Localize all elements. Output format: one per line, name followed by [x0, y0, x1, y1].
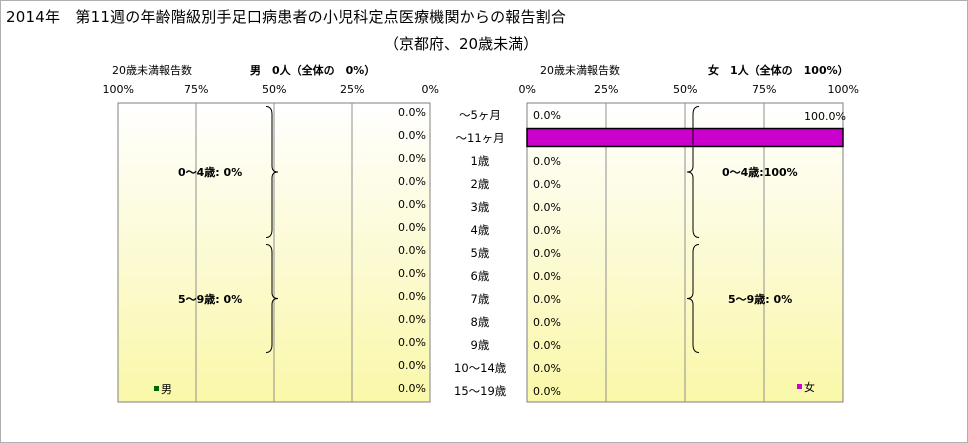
female-value-label: 0.0%	[533, 247, 561, 260]
category-label: 15～19歳	[454, 383, 507, 398]
female-legend-swatch	[797, 384, 802, 389]
category-label: 9歳	[470, 337, 490, 352]
male-summary-label: 5～9歳: 0%	[178, 292, 243, 306]
female-value-label: 0.0%	[533, 109, 561, 122]
male-value-label: 0.0%	[398, 336, 426, 349]
female-tick-label: 0%	[518, 82, 536, 96]
male-value-label: 0.0%	[398, 106, 426, 119]
male-tick-label: 0%	[421, 82, 439, 96]
category-label: 7歳	[470, 291, 490, 306]
female-value-label: 0.0%	[533, 201, 561, 214]
category-label: 4歳	[470, 222, 490, 237]
category-label: ～5ヶ月	[459, 107, 501, 122]
female-value-label: 0.0%	[533, 362, 561, 375]
male-value-label: 0.0%	[398, 198, 426, 211]
male-tick-label: 75%	[184, 82, 209, 96]
male-summary-label: 0～4歳: 0%	[178, 166, 243, 179]
male-tick-label: 100%	[102, 82, 134, 96]
female-tick-label: 25%	[594, 82, 619, 96]
male-header-label: 20歳未満報告数	[112, 64, 192, 77]
female-header-value: 女 1人（全体の 100%）	[708, 64, 849, 77]
female-tick-label: 100%	[827, 82, 859, 96]
male-value-label: 0.0%	[398, 290, 426, 303]
female-tick-label: 75%	[752, 82, 777, 96]
female-value-label: 100.0%	[804, 110, 846, 123]
male-legend-label: 男	[161, 383, 172, 396]
chart-title: 2014年 第11週の年齢階級別手足口病患者の小児科定点医療機関からの報告割合	[6, 8, 567, 26]
male-legend-swatch	[154, 386, 159, 391]
male-value-label: 0.0%	[398, 129, 426, 142]
male-value-label: 0.0%	[398, 382, 426, 395]
female-bar	[526, 127, 844, 148]
female-value-label: 0.0%	[533, 224, 561, 237]
male-summary-brace	[265, 243, 279, 354]
female-value-label: 0.0%	[533, 178, 561, 191]
male-value-label: 0.0%	[398, 359, 426, 372]
female-header-label: 20歳未満報告数	[540, 64, 620, 77]
category-label: 5歳	[470, 245, 490, 260]
male-summary-brace	[265, 105, 279, 239]
category-label: 2歳	[470, 176, 490, 191]
female-summary-brace	[686, 105, 700, 239]
category-label: 8歳	[470, 314, 490, 329]
female-value-label: 0.0%	[533, 155, 561, 168]
female-value-label: 0.0%	[533, 270, 561, 283]
female-summary-brace	[686, 243, 700, 354]
female-value-label: 0.0%	[533, 316, 561, 329]
category-label: ～11ヶ月	[455, 130, 505, 145]
male-tick-label: 50%	[262, 82, 287, 96]
category-label: 1歳	[470, 153, 490, 168]
female-value-label: 0.0%	[533, 339, 561, 352]
male-header-value: 男 0人（全体の 0%）	[250, 64, 376, 77]
male-value-label: 0.0%	[398, 313, 426, 326]
female-tick-label: 50%	[673, 82, 698, 96]
chart-subtitle: （京都府、20歳未満）	[384, 35, 539, 53]
female-summary-label: 0～4歳:100%	[722, 166, 798, 179]
category-label: 10～14歳	[454, 360, 507, 375]
male-value-label: 0.0%	[398, 175, 426, 188]
male-value-label: 0.0%	[398, 221, 426, 234]
male-tick-label: 25%	[340, 82, 365, 96]
male-value-label: 0.0%	[398, 152, 426, 165]
category-label: 6歳	[470, 268, 490, 283]
category-label: 3歳	[470, 199, 490, 214]
male-value-label: 0.0%	[398, 267, 426, 280]
female-legend-label: 女	[804, 381, 815, 394]
female-value-label: 0.0%	[533, 385, 561, 398]
female-value-label: 0.0%	[533, 293, 561, 306]
female-summary-label: 5～9歳: 0%	[728, 292, 793, 306]
male-value-label: 0.0%	[398, 244, 426, 257]
